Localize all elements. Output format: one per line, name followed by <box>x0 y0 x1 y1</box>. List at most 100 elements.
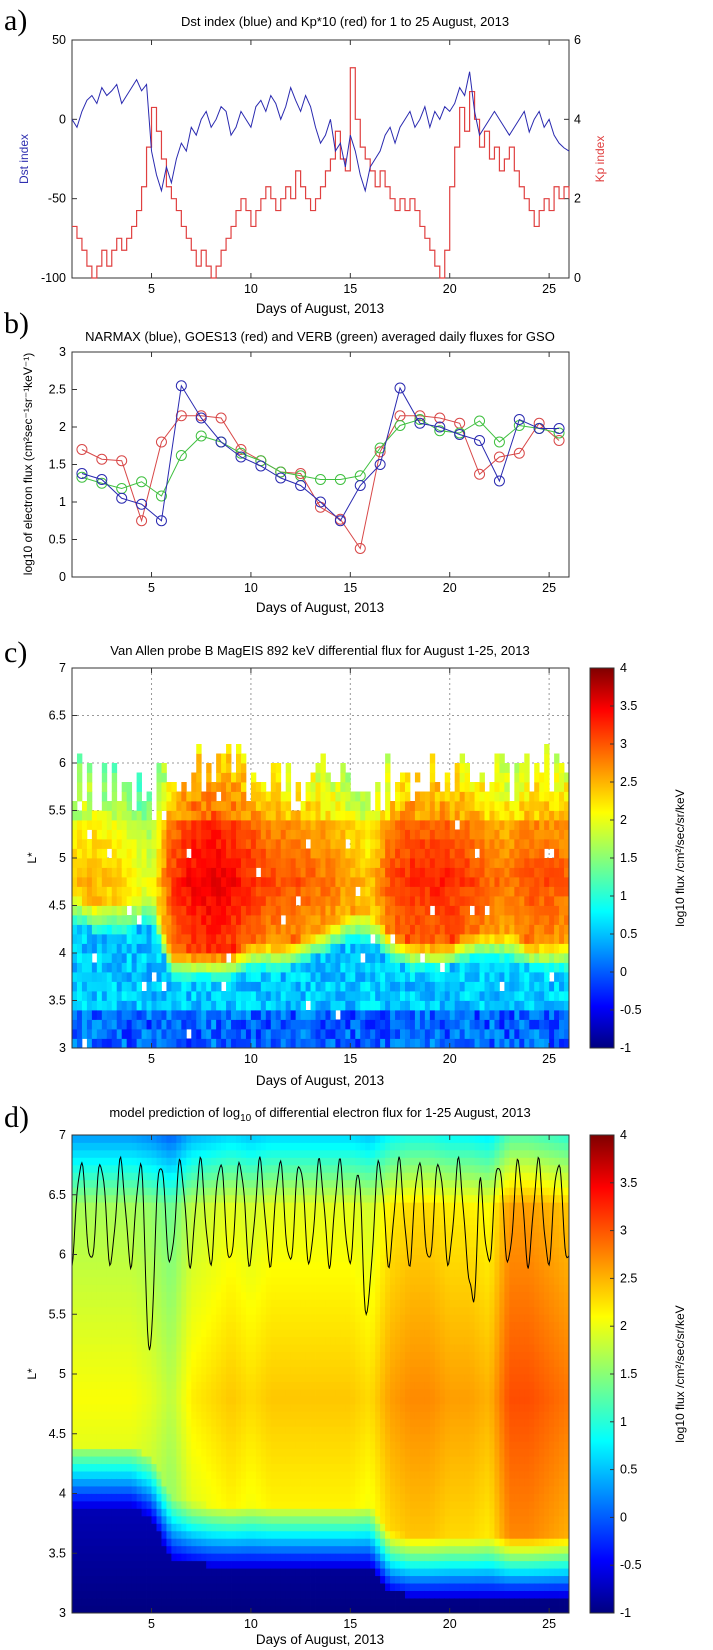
heatmap-cell <box>524 839 530 849</box>
heatmap-cell <box>340 924 346 935</box>
heatmap-cell <box>86 1486 93 1494</box>
heatmap-cell <box>106 1172 113 1181</box>
heatmap-cell <box>295 924 302 935</box>
heatmap-cell <box>409 1038 416 1049</box>
heatmap-cell <box>424 962 431 973</box>
panel-a-series <box>71 67 570 279</box>
heatmap-cell <box>201 1366 207 1375</box>
heatmap-cell <box>176 1232 182 1240</box>
heatmap-cell <box>106 1351 113 1360</box>
heatmap-cell <box>206 934 212 944</box>
heatmap-cell <box>121 915 128 925</box>
heatmap-cell <box>91 886 98 897</box>
heatmap-cell <box>280 829 287 840</box>
heatmap-cell <box>96 1471 103 1479</box>
heatmap-cell <box>91 943 98 954</box>
heatmap-cell <box>141 953 147 963</box>
heatmap-cell <box>181 1433 187 1442</box>
heatmap-cell <box>76 867 83 878</box>
heatmap-cell <box>141 934 147 944</box>
heatmap-cell <box>206 867 212 878</box>
heatmap-cell <box>231 972 237 982</box>
heatmap-cell <box>564 991 570 1001</box>
heatmap-cell <box>191 1575 197 1584</box>
heatmap-cell <box>176 1560 182 1569</box>
heatmap-cell <box>176 1261 182 1270</box>
heatmap-cell <box>116 1029 123 1039</box>
heatmap-cell <box>414 801 421 811</box>
heatmap-cell <box>539 1010 545 1020</box>
heatmap-cell <box>335 1000 341 1011</box>
heatmap-cell <box>196 1299 202 1308</box>
heatmap-cell <box>375 1019 381 1030</box>
heatmap-cell <box>126 1276 133 1285</box>
heatmap-cell <box>221 1553 227 1562</box>
heatmap-cell <box>96 858 103 868</box>
heatmap-cell <box>454 934 461 944</box>
heatmap-cell <box>201 1500 207 1509</box>
heatmap-cell <box>126 1598 133 1606</box>
heatmap-cell <box>524 905 530 916</box>
heatmap-cell <box>489 905 495 916</box>
heatmap-cell <box>106 877 113 887</box>
heatmap-cell <box>96 1306 103 1315</box>
heatmap-cell <box>330 886 336 897</box>
heatmap-cell <box>564 1029 570 1039</box>
heatmap-cell <box>166 1478 172 1487</box>
heatmap-cell <box>171 848 177 859</box>
heatmap-cell <box>504 877 510 887</box>
heatmap-cell <box>166 1433 172 1442</box>
heatmap-cell <box>91 839 98 849</box>
heatmap-cell <box>176 829 182 840</box>
heatmap-cell <box>161 1418 167 1427</box>
heatmap-cell <box>191 867 197 878</box>
heatmap-cell <box>161 801 167 811</box>
heatmap-cell <box>126 1321 133 1330</box>
heatmap-cell <box>76 1321 83 1330</box>
heatmap-cell <box>310 943 316 954</box>
heatmap-cell <box>196 1149 202 1158</box>
heatmap-cell <box>186 1135 192 1143</box>
heatmap-cell <box>201 1523 207 1532</box>
heatmap-cell <box>86 1306 93 1315</box>
heatmap-cell <box>216 1321 222 1330</box>
heatmap-cell <box>474 962 480 973</box>
heatmap-cell <box>201 1329 207 1338</box>
heatmap-cell <box>409 810 416 821</box>
y-tick-label: 2 <box>59 420 66 434</box>
heatmap-cell <box>72 848 78 859</box>
heatmap-cell <box>454 953 461 963</box>
heatmap-cell <box>375 981 381 992</box>
heatmap-cell <box>111 1019 118 1030</box>
heatmap-cell <box>101 858 108 868</box>
heatmap-cell <box>290 839 297 849</box>
heatmap-cell <box>176 1336 182 1345</box>
heatmap-cell <box>370 886 376 897</box>
heatmap-cell <box>146 1135 152 1143</box>
heatmap-cell <box>181 1463 187 1472</box>
heatmap-cell <box>300 905 306 916</box>
heatmap-cell <box>245 962 252 973</box>
heatmap-cell <box>76 1560 83 1569</box>
heatmap-cell <box>424 905 431 916</box>
heatmap-cell <box>464 867 470 878</box>
heatmap-cell <box>86 1403 93 1412</box>
heatmap-cell <box>171 1478 177 1487</box>
heatmap-cell <box>539 801 545 811</box>
heatmap-cell <box>221 1575 227 1584</box>
heatmap-cell <box>126 877 133 887</box>
heatmap-cell <box>136 1598 142 1606</box>
heatmap-cell <box>136 1179 142 1188</box>
y-tick-label: -100 <box>41 271 66 285</box>
heatmap-cell <box>479 953 485 963</box>
heatmap-cell <box>270 934 277 944</box>
heatmap-cell <box>404 772 411 783</box>
heatmap-cell <box>290 924 297 935</box>
heatmap-cell <box>534 1010 540 1020</box>
heatmap-cell <box>255 915 262 925</box>
heatmap-cell <box>121 1314 128 1323</box>
heatmap-cell <box>484 1000 490 1011</box>
heatmap-cell <box>464 801 470 811</box>
heatmap-cell <box>131 1366 138 1375</box>
heatmap-cell <box>101 1560 108 1569</box>
